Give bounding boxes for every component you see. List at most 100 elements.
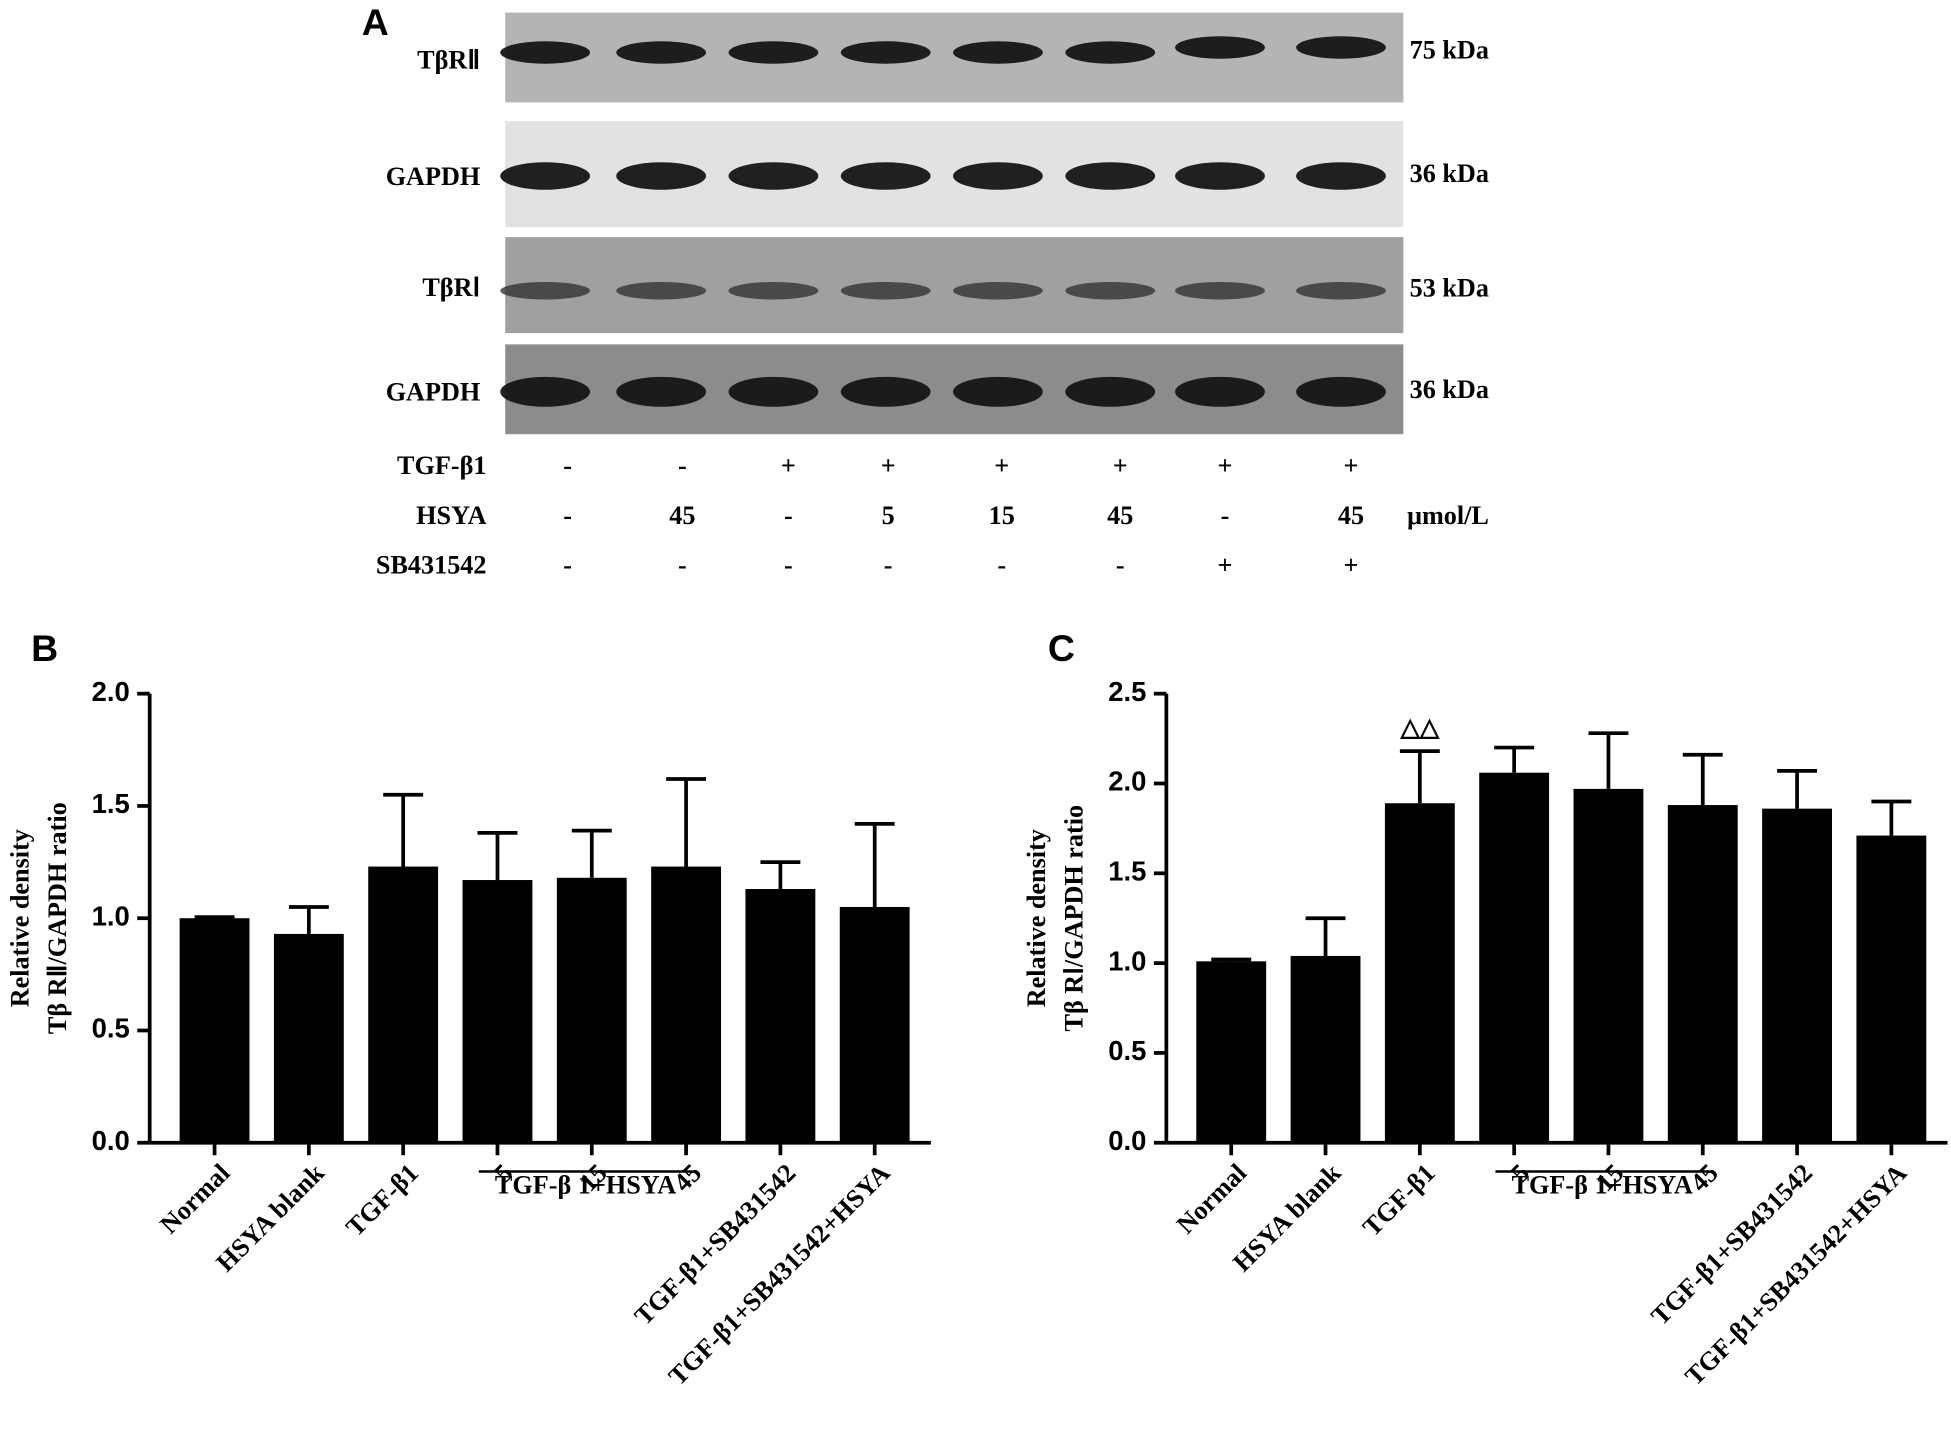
y-tick-label: 0.5 — [1108, 1035, 1146, 1066]
treatment-value: - — [678, 551, 687, 580]
band — [616, 376, 707, 407]
bar — [462, 880, 533, 1143]
bar — [1856, 835, 1927, 1143]
treatment-value: - — [784, 551, 793, 580]
y-tick-label: 0.0 — [92, 1125, 130, 1156]
y-tick-label: 1.0 — [1108, 945, 1146, 976]
treatment-value: - — [563, 451, 572, 480]
unit-label: μmol/L — [1407, 501, 1489, 530]
bar — [1196, 961, 1267, 1143]
y-axis-label: Relative density — [1022, 829, 1051, 1007]
y-tick-label: 0.5 — [92, 1013, 130, 1044]
treatment-value: + — [1218, 551, 1233, 580]
bar — [1479, 772, 1550, 1143]
treatment-value: - — [1116, 551, 1125, 580]
y-tick-label: 1.0 — [92, 900, 130, 931]
band — [728, 376, 819, 407]
x-tick-label: TGF-β1 — [1357, 1158, 1441, 1242]
treatment-value: + — [881, 451, 896, 480]
band — [500, 282, 591, 300]
group-label: TGF-β 1+HSYA — [1512, 1171, 1693, 1200]
band — [616, 282, 707, 300]
panel-label: A — [362, 1, 389, 43]
band — [1296, 376, 1386, 407]
band — [840, 41, 931, 64]
band — [840, 162, 931, 190]
band — [840, 376, 931, 407]
bar — [1384, 803, 1455, 1143]
treatment-label: HSYA — [416, 501, 486, 530]
treatment-value: 45 — [1107, 501, 1133, 530]
band — [616, 162, 707, 190]
band — [1065, 376, 1156, 407]
annotation: △△ — [1400, 713, 1440, 741]
y-tick-label: 2.0 — [1108, 766, 1146, 797]
band — [1175, 282, 1265, 300]
band — [1296, 282, 1386, 300]
size-label: 36 kDa — [1410, 375, 1489, 404]
treatment-value: + — [1344, 551, 1359, 580]
bar — [1667, 805, 1738, 1143]
treatment-value: - — [884, 551, 893, 580]
y-tick-label: 1.5 — [92, 788, 130, 819]
treatment-value: 15 — [989, 501, 1015, 530]
bar — [273, 933, 344, 1143]
x-tick-label: Normal — [154, 1158, 235, 1239]
panel-label: B — [31, 627, 58, 669]
treatment-value: 45 — [669, 501, 695, 530]
treatment-value: - — [563, 551, 572, 580]
band — [500, 162, 591, 190]
band — [953, 41, 1043, 64]
treatment-value: - — [678, 451, 687, 480]
treatment-value: + — [1113, 451, 1128, 480]
bar — [651, 866, 722, 1143]
treatment-value: + — [1344, 451, 1359, 480]
bar — [179, 918, 250, 1143]
row-label: TβRⅠ — [422, 273, 480, 302]
treatment-value: 5 — [882, 501, 895, 530]
group-label: TGF-β 1+HSYA — [495, 1171, 676, 1200]
treatment-value: + — [994, 451, 1009, 480]
size-label: 36 kDa — [1410, 159, 1489, 188]
treatment-label: TGF-β1 — [397, 451, 486, 480]
band — [1296, 36, 1386, 59]
y-axis-label: Relative density — [5, 829, 34, 1007]
size-label: 75 kDa — [1410, 35, 1489, 64]
y-axis-label: Tβ RⅠ/GAPDH ratio — [1060, 805, 1089, 1032]
row-label: TβRⅡ — [417, 45, 480, 74]
band — [728, 41, 819, 64]
band — [1175, 376, 1265, 407]
treatment-value: + — [781, 451, 796, 480]
x-tick-label: TGF-β1 — [340, 1158, 424, 1242]
treatment-value: - — [784, 501, 793, 530]
bar — [1573, 788, 1644, 1143]
band — [953, 162, 1043, 190]
y-tick-label: 2.5 — [1108, 676, 1146, 707]
band — [728, 282, 819, 300]
y-tick-label: 0.0 — [1108, 1125, 1146, 1156]
band — [500, 41, 591, 64]
row-label: GAPDH — [386, 162, 481, 191]
band — [953, 376, 1043, 407]
band — [1065, 41, 1156, 64]
treatment-value: 45 — [1338, 501, 1364, 530]
bar — [1762, 808, 1832, 1143]
band — [840, 282, 931, 300]
size-label: 53 kDa — [1410, 274, 1489, 303]
treatment-value: - — [997, 551, 1006, 580]
band — [728, 162, 819, 190]
bar — [556, 877, 627, 1143]
treatment-value: - — [1221, 501, 1230, 530]
bar — [1290, 955, 1361, 1143]
band — [616, 41, 707, 64]
band — [1296, 162, 1386, 190]
bar — [368, 866, 439, 1143]
y-tick-label: 2.0 — [92, 676, 130, 707]
bar — [839, 906, 910, 1143]
y-axis-label: Tβ RⅡ/GAPDH ratio — [43, 802, 72, 1034]
band — [953, 282, 1043, 300]
band — [1175, 162, 1265, 190]
bar — [745, 889, 816, 1143]
